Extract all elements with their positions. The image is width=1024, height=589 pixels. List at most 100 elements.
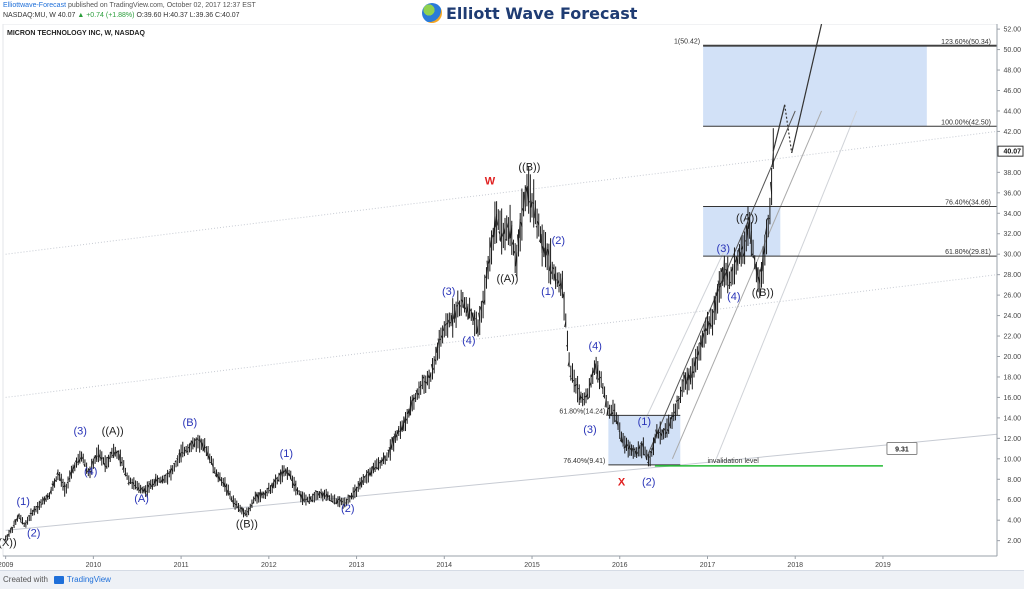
wave-label: ((A)) <box>102 425 124 437</box>
wave-label: (A) <box>134 493 149 505</box>
x-tick-label: 2009 <box>0 562 14 569</box>
top-bar: Elliottwave-Forecast published on Tradin… <box>0 0 1024 24</box>
tradingview-link[interactable]: TradingView <box>67 575 111 584</box>
wave-label: ((B)) <box>518 161 540 173</box>
y-tick-label: 14.00 <box>1003 415 1021 422</box>
fib-level-label: 76.40%(9.41) <box>563 458 605 465</box>
last-price-label: 40.07 <box>1003 149 1021 156</box>
brand-name: Elliott Wave Forecast <box>446 4 637 23</box>
publisher-info: published on TradingView.com, October 02… <box>68 2 256 9</box>
fib-zone-box <box>703 46 927 126</box>
price-bar-open <box>475 319 476 320</box>
y-tick-label: 20.00 <box>1003 354 1021 361</box>
x-tick-label: 2014 <box>437 562 453 569</box>
wave-label: (1) <box>16 496 29 508</box>
symbol: NASDAQ:MU, W <box>3 12 56 19</box>
price-bar-open <box>136 487 137 488</box>
x-tick-label: 2012 <box>261 562 277 569</box>
fib-level-label: 61.80%(29.81) <box>945 249 991 256</box>
brand-logo-icon <box>422 3 442 23</box>
y-tick-label: 26.00 <box>1003 293 1021 300</box>
price-bar-open <box>146 491 147 492</box>
ohlc-values: O:39.60 H:40.37 L:39.36 C:40.07 <box>136 12 239 19</box>
wave-label: (1) <box>280 448 293 460</box>
price-bar-open <box>13 525 14 526</box>
y-tick-label: 32.00 <box>1003 231 1021 238</box>
y-tick-label: 34.00 <box>1003 211 1021 218</box>
wave-label: ((X)) <box>0 537 17 549</box>
y-tick-label: 12.00 <box>1003 436 1021 443</box>
y-tick-label: 18.00 <box>1003 374 1021 381</box>
publisher-line: Elliottwave-Forecast published on Tradin… <box>3 2 256 9</box>
wave-label: X <box>618 476 626 488</box>
publisher-link[interactable]: Elliottwave-Forecast <box>3 2 66 9</box>
wave-label: (1) <box>541 286 554 298</box>
y-tick-label: 8.00 <box>1007 477 1021 484</box>
y-tick-label: 6.00 <box>1007 497 1021 504</box>
wave-label: (2) <box>552 235 565 247</box>
y-tick-label: 10.00 <box>1003 456 1021 463</box>
y-tick-label: 2.00 <box>1007 538 1021 545</box>
fib-level-label: 100.00%(42.50) <box>941 119 991 126</box>
last-price: 40.07 <box>58 12 76 19</box>
wave-label: (3) <box>73 425 86 437</box>
price-bar-open <box>733 257 734 258</box>
y-tick-label: 42.00 <box>1003 129 1021 136</box>
created-with-label: Created with <box>3 575 48 584</box>
wave-label: (4) <box>588 340 601 352</box>
invalidation-label: invalidation level <box>707 458 759 465</box>
wave-label: (2) <box>642 476 655 488</box>
x-tick-label: 2019 <box>875 562 891 569</box>
wave-label: (3) <box>583 424 596 436</box>
price-bar-open <box>457 305 458 306</box>
up-arrow-icon: ▲ <box>77 12 84 19</box>
price-bar-open <box>644 454 645 455</box>
price-bar-open <box>570 376 571 377</box>
x-tick-label: 2018 <box>787 562 803 569</box>
wave-label: (2) <box>27 528 40 540</box>
wave-label: ((B)) <box>752 287 774 299</box>
y-tick-label: 36.00 <box>1003 190 1021 197</box>
y-tick-label: 48.00 <box>1003 68 1021 75</box>
fib-level-label: 76.40%(34.66) <box>945 200 991 207</box>
wave-label: (3) <box>442 286 455 298</box>
y-tick-label: 30.00 <box>1003 252 1021 259</box>
fib-level-label: 1(50.42) <box>674 38 700 45</box>
quote-line: NASDAQ:MU, W 40.07 ▲ +0.74 (+1.88%) O:39… <box>3 12 240 19</box>
y-tick-label: 50.00 <box>1003 47 1021 54</box>
y-tick-label: 52.00 <box>1003 27 1021 34</box>
price-bar-open <box>28 516 29 517</box>
x-tick-label: 2010 <box>86 562 102 569</box>
wave-label: (4) <box>84 466 97 478</box>
footer: Created with TradingView <box>0 570 1024 589</box>
invalidation-value: 9.31 <box>895 447 909 454</box>
x-tick-label: 2013 <box>349 562 365 569</box>
y-tick-label: 38.00 <box>1003 170 1021 177</box>
fib-level-label: 61.80%(14.24) <box>559 408 605 415</box>
brand: Elliott Wave Forecast <box>422 2 637 24</box>
price-change: +0.74 (+1.88%) <box>86 12 134 19</box>
wave-label: (2) <box>341 503 354 515</box>
wave-label: (4) <box>462 335 475 347</box>
wave-label: (4) <box>727 291 740 303</box>
y-tick-label: 44.00 <box>1003 108 1021 115</box>
price-chart[interactable]: 61.80%(14.24) 76.40%(9.41) 76.40%(34.66) 61… <box>0 24 1024 570</box>
x-tick-label: 2015 <box>524 562 540 569</box>
wave-label: (3) <box>717 243 730 255</box>
price-bar-open <box>128 483 129 484</box>
y-tick-label: 4.00 <box>1007 518 1021 525</box>
y-tick-label: 24.00 <box>1003 313 1021 320</box>
wave-label: (1) <box>638 416 651 428</box>
wave-label: ((A)) <box>496 273 518 285</box>
fib-level-label: 123.60%(50.34) <box>941 39 991 46</box>
price-bar-open <box>77 462 78 463</box>
x-tick-label: 2011 <box>174 562 189 569</box>
created-with: Created with TradingView <box>3 575 111 584</box>
y-tick-label: 16.00 <box>1003 395 1021 402</box>
y-tick-label: 46.00 <box>1003 88 1021 95</box>
chart-title: MICRON TECHNOLOGY INC, W, NASDAQ <box>7 30 145 37</box>
tradingview-logo-icon <box>54 576 64 584</box>
x-tick-label: 2016 <box>612 562 628 569</box>
x-tick-label: 2017 <box>700 562 716 569</box>
wave-label: ((B)) <box>236 518 258 530</box>
